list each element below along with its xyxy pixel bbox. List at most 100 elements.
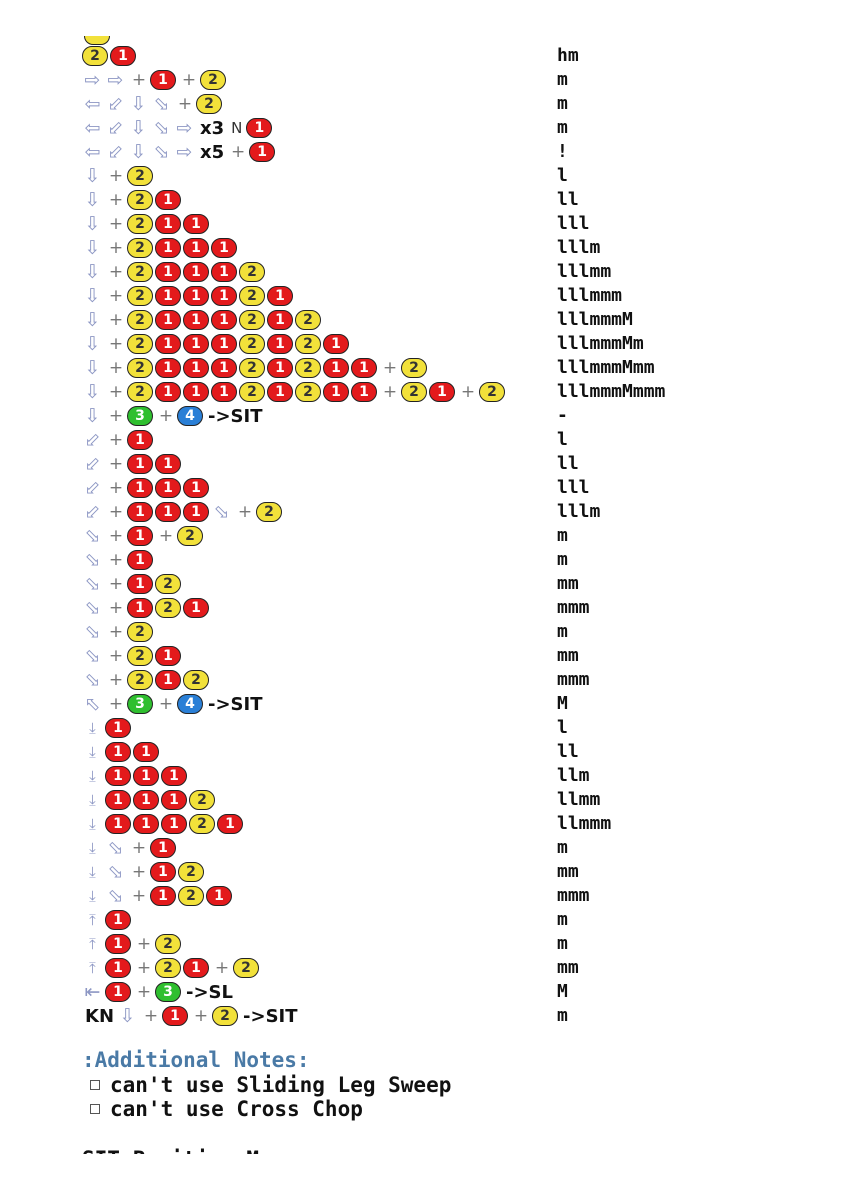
button-1-icon: 1 xyxy=(155,502,181,522)
button-1-icon: 1 xyxy=(267,382,293,402)
down-arrow-icon: ⇩ xyxy=(84,261,101,283)
down-arrow-icon: ⇩ xyxy=(84,213,101,235)
down-back-arrow-icon: ⬃ xyxy=(84,501,101,523)
back-arrow-icon: ⇦ xyxy=(84,117,101,139)
back-arrow-icon: ⇦ xyxy=(84,141,101,163)
move-row: ⬂ +2 m xyxy=(82,621,802,643)
hit-levels: lllmm xyxy=(557,261,612,282)
bullet-icon xyxy=(90,1104,100,1114)
plus-icon: + xyxy=(237,502,253,522)
down-stop-arrow-icon: ⤓ xyxy=(89,767,96,785)
move-command: ⬂ +1 xyxy=(82,549,155,571)
button-2-icon: 2 xyxy=(178,886,204,906)
down-back-arrow-icon: ⬃ xyxy=(84,477,101,499)
button-1-icon: 1 xyxy=(161,766,187,786)
plus-icon: + xyxy=(108,454,124,474)
move-row: KN ⇩ +1 +2 ->SIT m xyxy=(82,1005,802,1027)
hit-levels: lllmmmMmmm xyxy=(557,381,666,402)
move-row: ⇩ +2 1 1 1 lllm xyxy=(82,237,802,259)
hit-levels: m xyxy=(557,933,568,954)
button-2-icon: 2 xyxy=(196,94,222,114)
down-forward-arrow-icon: ⬂ xyxy=(107,837,124,859)
hit-levels: ! xyxy=(557,141,568,162)
button-2-icon: 2 xyxy=(479,382,505,402)
down-stop-arrow-icon: ⤓ xyxy=(89,791,96,809)
move-command: ⇩ +2 1 1 xyxy=(82,213,211,235)
button-1-icon: 1 xyxy=(133,814,159,834)
move-row: ⤒ 1 m xyxy=(82,909,802,931)
button-2-icon: 2 xyxy=(239,358,265,378)
hit-levels: mm xyxy=(557,861,579,882)
move-command: ⤓ ⬂ +1 2 xyxy=(82,861,206,883)
button-1-icon: 1 xyxy=(155,334,181,354)
hit-levels: llmm xyxy=(557,789,601,810)
move-command: ⇩ +2 xyxy=(82,165,155,187)
down-arrow-icon: ⇩ xyxy=(130,117,147,139)
hit-levels: M xyxy=(557,981,568,1002)
move-command: ⤓ ⬂ +1 2 1 xyxy=(82,885,234,907)
button-1-icon: 1 xyxy=(183,262,209,282)
button-1-icon: 1 xyxy=(206,886,232,906)
plus-icon: + xyxy=(131,886,147,906)
move-row: ⬂ +1 +2 m xyxy=(82,525,802,547)
hit-levels: lllmmmMmm xyxy=(557,357,655,378)
button-1-icon: 1 xyxy=(155,382,181,402)
plus-icon: + xyxy=(108,310,124,330)
move-row: ⤓ 1 1 1 2 1 llmmm xyxy=(82,813,802,835)
plus-icon: + xyxy=(108,382,124,402)
plus-icon: + xyxy=(460,382,476,402)
button-1-icon: 1 xyxy=(127,478,153,498)
move-list: 2 1 hm ⇨ ⇨ +1 +2 m ⇦ ⬃ ⇩ ⬂ +2 m ⇦ ⬃ ⇩ ⬂ ⇨ x3 N 1 m ⇦ ⬃ ⇩ ⬂ ⇨ x5 +1! ⇩ +… xyxy=(82,45,802,1027)
button-2-icon: 2 xyxy=(183,670,209,690)
button-1-icon: 1 xyxy=(105,766,131,786)
button-1-icon: 1 xyxy=(127,430,153,450)
button-1-icon: 1 xyxy=(267,334,293,354)
button-3-icon: 3 xyxy=(155,982,181,1002)
button-1-icon: 1 xyxy=(323,334,349,354)
move-command: ⇤ 1 +3 ->SL xyxy=(82,981,236,1003)
forward-arrow-icon: ⇨ xyxy=(84,69,101,91)
hit-levels: M xyxy=(557,693,568,714)
plus-icon: + xyxy=(108,406,124,426)
down-forward-arrow-icon: ⬂ xyxy=(84,573,101,595)
move-row: ⇦ ⬃ ⇩ ⬂ ⇨ x3 N 1 m xyxy=(82,117,802,139)
down-arrow-icon: ⇩ xyxy=(130,93,147,115)
command-text: ->SIT xyxy=(243,1005,298,1027)
plus-icon: + xyxy=(108,598,124,618)
button-2-icon: 2 xyxy=(127,310,153,330)
note-item: can't use Cross Chop xyxy=(90,1097,363,1121)
move-row: ⇩ +2 1 1 lll xyxy=(82,213,802,235)
button-1-icon: 1 xyxy=(155,310,181,330)
button-2-icon: 2 xyxy=(401,382,427,402)
button-1-icon: 1 xyxy=(429,382,455,402)
hit-levels: m xyxy=(557,525,568,546)
button-3-icon: 3 xyxy=(127,406,153,426)
move-command: ⤒ 1 +2 1 +2 xyxy=(82,957,261,979)
button-2-icon: 2 xyxy=(155,598,181,618)
move-command: ⇩ +2 1 1 1 2 1 2 xyxy=(82,309,323,331)
neutral-icon: N xyxy=(231,119,243,137)
move-row: ⇩ +2 1 1 1 2 lllmm xyxy=(82,261,802,283)
back-arrow-icon: ⇦ xyxy=(84,93,101,115)
button-1-icon: 1 xyxy=(211,358,237,378)
button-1-icon: 1 xyxy=(246,118,273,138)
button-2-icon: 2 xyxy=(127,670,153,690)
button-2-icon: 2 xyxy=(127,262,153,282)
move-row: ⤒ 1 +2 m xyxy=(82,933,802,955)
move-command: ⤒ 1 xyxy=(82,909,133,931)
button-1-icon: 1 xyxy=(127,550,153,570)
button-2-icon: 2 xyxy=(256,502,282,522)
hit-levels: m xyxy=(557,93,568,114)
plus-icon: + xyxy=(158,694,174,714)
move-command: ⤓ 1 1 1 2 xyxy=(82,789,217,811)
button-4-icon: 4 xyxy=(177,694,203,714)
button-2-icon: 2 xyxy=(127,622,153,642)
note-text: can't use Sliding Leg Sweep xyxy=(110,1073,452,1097)
hit-levels: lllm xyxy=(557,237,601,258)
hit-levels: ll xyxy=(557,189,579,210)
move-command: ⇩ +2 1 1 1 2 xyxy=(82,261,267,283)
down-arrow-icon: ⇩ xyxy=(84,381,101,403)
move-row: ⬃ +1 1 1 ⬂ +2 lllm xyxy=(82,501,802,523)
hit-levels: mmm xyxy=(557,885,590,906)
down-forward-arrow-icon: ⬂ xyxy=(84,645,101,667)
